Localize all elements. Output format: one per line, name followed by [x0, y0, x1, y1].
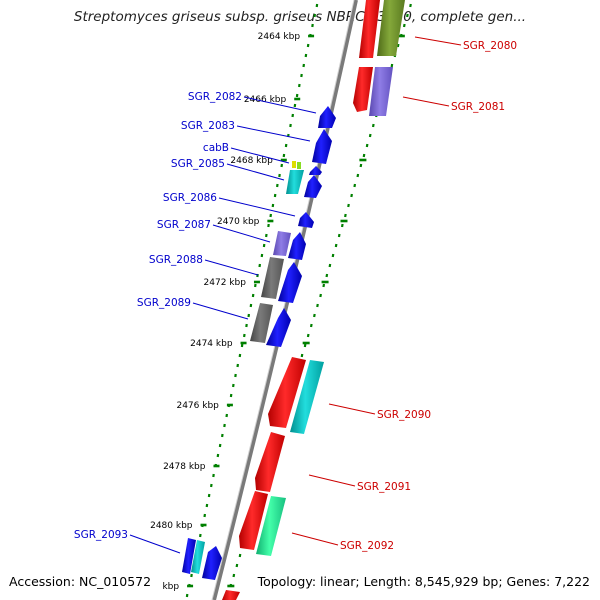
leader-line: [212, 224, 271, 243]
tick-label: 2474 kbp: [190, 339, 233, 349]
gene-sgr-2089-blue[interactable]: [266, 308, 291, 347]
tick-label: 2466 kbp: [244, 95, 287, 105]
tick-label: 2470 kbp: [217, 217, 260, 227]
gene-sgr-2089-gray[interactable]: [250, 303, 273, 343]
leader-line: [218, 197, 296, 217]
leader-line: [308, 474, 356, 487]
gene-sgr-2080-olive[interactable]: [377, 0, 405, 56]
gene-sgr-2090-cyan[interactable]: [290, 360, 324, 434]
gene-label-sgr-2091[interactable]: SGR_2091: [357, 481, 411, 493]
gene-cabb-blue[interactable]: [309, 166, 322, 175]
gene-sgr-2081-red[interactable]: [353, 67, 373, 112]
gene-label-sgr-2087[interactable]: SGR_2087: [157, 219, 211, 231]
leader-line: [414, 36, 462, 46]
gene-sgr-2093-cyan[interactable]: [191, 540, 205, 574]
gene-label-sgr-2081[interactable]: SGR_2081: [451, 101, 505, 113]
leader-line: [204, 259, 259, 276]
gene-sgr-2088-gray[interactable]: [261, 257, 284, 299]
gene-label-sgr-2088[interactable]: SGR_2088: [149, 254, 203, 266]
leader-line: [129, 534, 181, 554]
gene-sgr-2081-purple[interactable]: [369, 67, 393, 116]
gene-sgr-2085-cyan[interactable]: [286, 170, 304, 194]
accession-text: Accession: NC_010572: [9, 574, 152, 589]
tick-label: 2464 kbp: [258, 32, 301, 42]
gene-sgr-2085-blue[interactable]: [304, 175, 322, 198]
tick-label: 2480 kbp: [150, 521, 193, 531]
gene-label-sgr-2083[interactable]: SGR_2083: [181, 120, 235, 132]
leader-line: [226, 163, 285, 181]
tick-label: 2472 kbp: [204, 278, 247, 288]
gene-sgr-2086-blue[interactable]: [298, 212, 314, 228]
leader-line: [192, 302, 249, 320]
genome-summary-text: Topology: linear; Length: 8,545,929 bp; …: [257, 574, 590, 589]
gene-label-sgr-2092[interactable]: SGR_2092: [340, 540, 394, 552]
gene-label-sgr-2093[interactable]: SGR_2093: [74, 529, 128, 541]
gene-sgr-2080-red[interactable]: [359, 0, 380, 58]
gene-cabb-green[interactable]: [297, 162, 301, 169]
gene-sgr-2087-purple[interactable]: [273, 231, 291, 256]
leader-line: [236, 125, 311, 142]
tick-label: kbp: [162, 582, 179, 592]
leader-line: [402, 96, 450, 107]
gene-cabb-yellow[interactable]: [292, 161, 296, 168]
gene-sgr-2090-red[interactable]: [268, 357, 306, 428]
gene-sgr-2082-blue[interactable]: [318, 106, 336, 128]
map-title: Streptomyces griseus subsp. griseus NBRC…: [73, 9, 527, 25]
tick-label: 2476 kbp: [176, 401, 219, 411]
gene-sgr-2091-red[interactable]: [255, 432, 285, 492]
leader-line: [291, 532, 339, 546]
reverse-strand-features: [182, 106, 336, 580]
gene-sgr-2088-blue[interactable]: [278, 262, 302, 303]
gene-sgr-2093-blue-a[interactable]: [182, 538, 196, 574]
gene-partial-red[interactable]: [222, 590, 240, 600]
gene-sgr-2092-red[interactable]: [239, 491, 268, 550]
gene-label-cabb[interactable]: cabB: [203, 142, 229, 154]
leader-line: [243, 96, 317, 114]
inner-tick-track: [185, 3, 319, 598]
gene-label-sgr-2082[interactable]: SGR_2082: [188, 91, 242, 103]
gene-label-sgr-2085[interactable]: SGR_2085: [171, 158, 225, 170]
gene-sgr-2092-green[interactable]: [256, 496, 286, 556]
tick-label: 2478 kbp: [163, 462, 206, 472]
leader-line: [328, 403, 376, 415]
gene-label-sgr-2089[interactable]: SGR_2089: [137, 297, 191, 309]
gene-sgr-2093-blue-b[interactable]: [202, 546, 222, 580]
forward-strand-features: [222, 0, 405, 600]
tick-label: 2468 kbp: [230, 156, 273, 166]
gene-sgr-2087-blue[interactable]: [288, 232, 306, 260]
gene-label-sgr-2080[interactable]: SGR_2080: [463, 40, 517, 52]
gene-label-sgr-2090[interactable]: SGR_2090: [377, 409, 431, 421]
gene-label-sgr-2086[interactable]: SGR_2086: [163, 192, 217, 204]
gene-sgr-2083-blue[interactable]: [312, 129, 332, 164]
leader-line: [230, 147, 290, 164]
